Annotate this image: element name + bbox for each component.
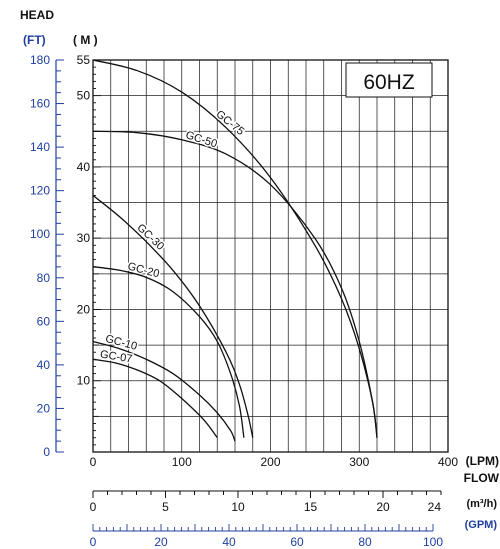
m-tick-label: 10 — [77, 374, 91, 388]
lpm-tick-label: 100 — [172, 455, 192, 469]
curve-gc-07 — [92, 358, 218, 439]
m-tick-label: 30 — [77, 231, 91, 245]
gpm-tick-label: 60 — [290, 535, 304, 549]
m3h-tick-label: 20 — [376, 500, 390, 514]
curve-label-gc-30: GC-30 — [134, 222, 166, 253]
gpm-tick-label: 80 — [358, 535, 372, 549]
x-unit-lpm: (LPM) — [466, 454, 499, 468]
ft-tick-label: 100 — [30, 227, 50, 241]
ft-tick-label: 60 — [37, 314, 51, 328]
m3h-tick-label: 5 — [162, 500, 169, 514]
ft-tick-label: 120 — [30, 184, 50, 198]
x-unit-gpm: (GPM) — [465, 519, 498, 531]
x-unit-m3h: (m³/h) — [466, 498, 497, 510]
curve-gc-20 — [92, 266, 245, 438]
m-tick-label: 20 — [77, 302, 91, 316]
m3h-tick-label: 0 — [90, 500, 97, 514]
ft-tick-label: 160 — [30, 97, 50, 111]
ft-tick-label: 180 — [30, 53, 50, 67]
m3h-tick-label: 24 — [428, 500, 442, 514]
curve-gc-50 — [92, 130, 378, 438]
curve-gc-10 — [92, 340, 236, 442]
m-tick-label: 55 — [77, 53, 91, 67]
lpm-tick-label: 200 — [260, 455, 280, 469]
curve-gc-30 — [92, 194, 254, 438]
m-axis: 10 20 30 40 50 55 — [77, 53, 101, 453]
m3h-tick-label: 15 — [304, 500, 318, 514]
ft-tick-label: 80 — [37, 271, 51, 285]
ft-tick-label: 140 — [30, 140, 50, 154]
title-box-border — [345, 62, 433, 98]
ft-tick-label: 0 — [43, 445, 50, 459]
curve-label-gc-07: GC-07 — [99, 348, 133, 365]
lpm-tick-label: 400 — [438, 455, 458, 469]
ft-tick-label: 20 — [37, 401, 51, 415]
m-tick-label: 50 — [77, 89, 91, 103]
curve-label-gc-50: GC-50 — [184, 129, 219, 150]
x-axis-title: FLOW — [464, 471, 500, 485]
curve-label-gc-75: GC-75 — [213, 108, 246, 138]
lpm-tick-label: 300 — [349, 455, 369, 469]
lpm-axis: 0 100 200 300 400 — [90, 455, 459, 469]
y-unit-ft: (FT) — [23, 33, 46, 47]
gpm-tick-label: 40 — [222, 535, 236, 549]
ft-tick-label: 40 — [37, 358, 51, 372]
gpm-tick-label: 100 — [423, 535, 443, 549]
y-unit-m: ( M ) — [73, 33, 98, 47]
m-tick-label: 40 — [77, 160, 91, 174]
y-axis-title: HEAD — [20, 8, 54, 22]
title-box: 60HZ — [345, 62, 433, 98]
plot-frame — [92, 59, 449, 453]
curve-label-gc-20: GC-20 — [126, 260, 160, 280]
m3h-axis: 0 5 10 15 20 24 — [90, 490, 442, 514]
gpm-axis: 0 20 40 60 80 100 — [90, 524, 443, 549]
gpm-tick-label: 20 — [154, 535, 168, 549]
m3h-tick-label: 10 — [231, 500, 245, 514]
lpm-tick-label: 0 — [90, 455, 97, 469]
gpm-tick-label: 0 — [90, 535, 97, 549]
chart-title: 60HZ — [363, 71, 415, 94]
grid-lines — [93, 60, 448, 452]
ft-axis: 0 20 40 60 80 100 120 140 160 180 — [30, 53, 64, 459]
